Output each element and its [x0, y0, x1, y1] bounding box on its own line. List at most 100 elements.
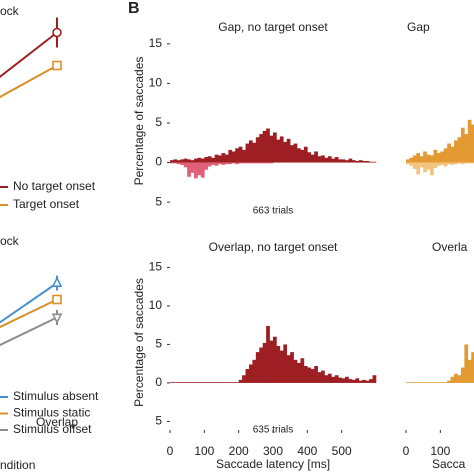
- histogram-bar: [471, 124, 474, 163]
- histogram-bar: [266, 162, 270, 164]
- histogram-bar: [341, 378, 346, 383]
- histogram-bar: [454, 373, 458, 383]
- histogram-bar: [372, 375, 377, 383]
- histogram-bar: [450, 162, 455, 165]
- annotation: 663 trials: [253, 206, 294, 217]
- histogram-bar: [180, 162, 185, 165]
- histogram-bar: [221, 382, 226, 383]
- histogram-bar: [235, 382, 239, 383]
- histogram-bar: [454, 162, 458, 165]
- histogram-bar: [447, 162, 451, 165]
- panel-label: B: [128, 0, 140, 17]
- histogram-bar: [262, 130, 267, 163]
- histogram-bar: [259, 162, 263, 164]
- histogram-bar: [211, 157, 215, 163]
- histogram-bar: [211, 382, 215, 383]
- histogram-bar: [426, 154, 431, 163]
- panel-title: Gap, no target onset: [218, 20, 328, 34]
- histogram-bar: [293, 143, 298, 163]
- histogram-bar: [409, 157, 414, 163]
- histogram-bar: [365, 160, 370, 163]
- histogram-bar: [218, 155, 222, 163]
- histogram-bar: [423, 151, 427, 163]
- marker: [51, 313, 63, 325]
- series-line: [0, 31, 58, 78]
- histogram-bar: [454, 140, 458, 163]
- histogram-bar: [269, 135, 274, 163]
- histogram-bar: [242, 375, 246, 383]
- histogram-bar: [231, 151, 236, 163]
- histogram-bar: [406, 162, 410, 165]
- histogram-bar: [436, 162, 441, 166]
- histogram-bar: [362, 379, 366, 383]
- histogram-bar: [204, 382, 209, 383]
- histogram-bar: [200, 158, 205, 163]
- legend-label: No target onset: [13, 179, 96, 193]
- x-tick-label: 100: [430, 444, 450, 458]
- histogram-bar: [207, 156, 212, 163]
- legend-label: Target onset: [13, 197, 80, 211]
- histogram-bar: [471, 162, 474, 164]
- histogram-bar: [419, 162, 424, 168]
- series-line: [0, 298, 58, 329]
- histogram-bar: [314, 151, 318, 163]
- panel-title: ock: [0, 4, 20, 18]
- histogram-bar: [276, 139, 281, 163]
- histogram-bar: [443, 382, 448, 383]
- histogram-bar: [238, 162, 243, 164]
- histogram-bar: [430, 155, 434, 163]
- histogram-bar: [224, 154, 229, 163]
- histogram-bar: [207, 162, 212, 167]
- histogram-bar: [262, 162, 267, 164]
- histogram-bar: [460, 367, 465, 383]
- histogram-bar: [290, 352, 294, 383]
- histogram-bar: [214, 154, 219, 163]
- y-tick-label: 10: [149, 76, 163, 90]
- histogram-bar: [406, 382, 410, 383]
- histogram-bar: [433, 162, 438, 169]
- series-line: [0, 282, 58, 324]
- histogram-bar: [440, 162, 445, 165]
- histogram-bar: [180, 382, 185, 383]
- legend-label: Stimulus absent: [13, 389, 99, 403]
- histogram-bar: [173, 159, 178, 163]
- x-tick-label: 100: [194, 444, 214, 458]
- histogram-bar: [324, 157, 329, 163]
- histogram-bar: [460, 162, 465, 165]
- histogram-bar: [331, 158, 336, 163]
- histogram-bar: [467, 162, 472, 164]
- histogram-bar: [180, 159, 185, 163]
- x-tick-label: 400: [297, 444, 317, 458]
- histogram-bar: [436, 153, 441, 163]
- x-axis-label: Saccade latency [ms]: [216, 457, 330, 471]
- y-tick-label: 5: [155, 337, 162, 351]
- histogram-bar: [426, 162, 431, 170]
- histogram-bar: [457, 375, 462, 383]
- histogram-bar: [297, 362, 301, 383]
- series-line: [0, 316, 58, 347]
- histogram-bar: [307, 152, 312, 163]
- histogram-bar: [262, 342, 267, 383]
- x-tick-label: 0: [403, 444, 410, 458]
- histogram-bar: [436, 382, 441, 383]
- histogram-bar: [327, 156, 332, 163]
- histogram-bar: [426, 382, 431, 383]
- histogram-bar: [221, 153, 226, 163]
- histogram-bar: [173, 382, 178, 383]
- histogram-bar: [321, 155, 325, 163]
- histogram-bar: [317, 156, 322, 163]
- histogram-bar: [358, 380, 363, 383]
- histogram-bar: [338, 159, 342, 163]
- histogram-bar: [238, 379, 243, 383]
- histogram-bar: [467, 119, 472, 163]
- histogram-bar: [467, 359, 472, 383]
- histogram-bar: [183, 382, 188, 383]
- histogram-bar: [471, 352, 474, 383]
- histogram-bar: [266, 128, 270, 163]
- legend-label: Stimulus offset: [13, 422, 92, 436]
- histogram-bar: [440, 151, 445, 163]
- panel-title: Overlap, no target onset: [209, 240, 338, 254]
- x-tick-label: 0: [167, 444, 174, 458]
- histogram-bar: [255, 137, 260, 163]
- histogram-bar: [245, 143, 250, 163]
